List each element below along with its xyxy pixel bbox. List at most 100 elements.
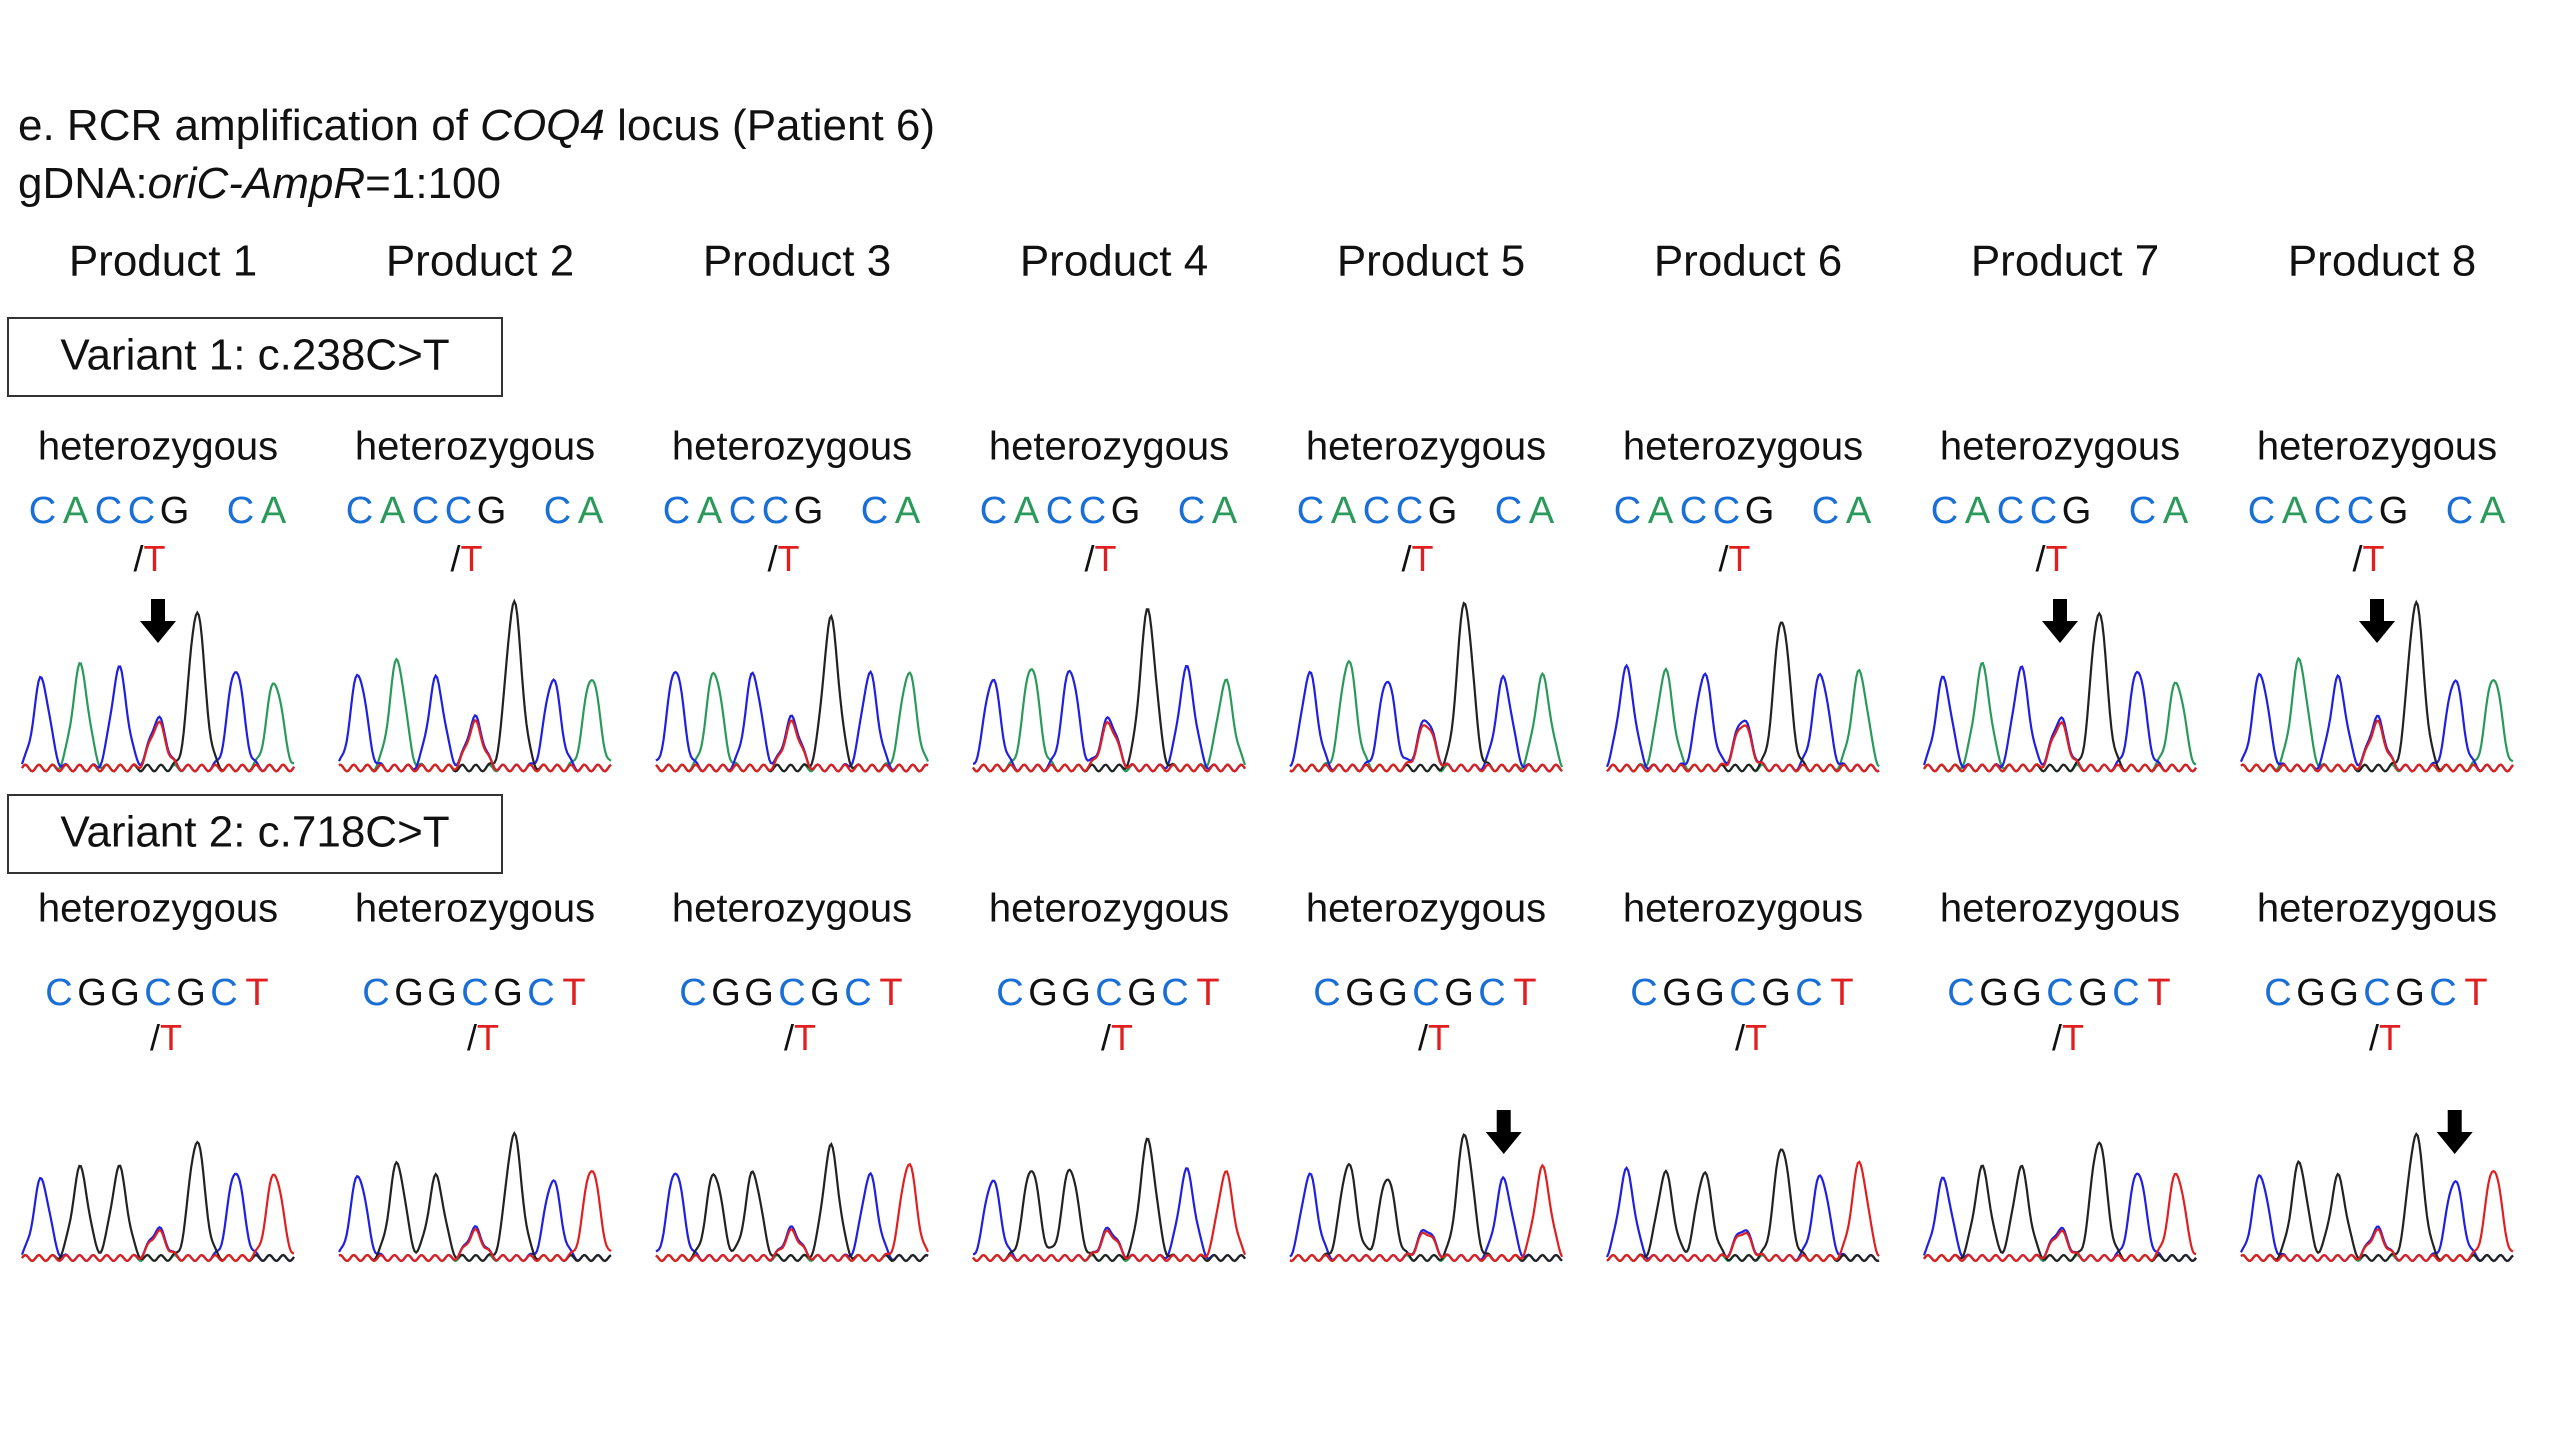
mutation-part: / [1101, 1017, 1111, 1058]
base-letter: A [1014, 490, 1040, 532]
base-letter: G [1028, 972, 1058, 1014]
base-letter: C [996, 972, 1023, 1014]
mutation-label: /T [150, 1017, 182, 1058]
trace [1923, 661, 2197, 773]
trace [1923, 1141, 2197, 1263]
trace [972, 720, 1246, 773]
arrow [2042, 599, 2078, 643]
mutation-label: /T [467, 1017, 499, 1058]
product-label: Product 7 [1971, 237, 2159, 286]
base-letter: C [210, 972, 237, 1014]
trace [1289, 601, 1563, 773]
base-letter: A [697, 490, 723, 532]
base-letter: C [1630, 972, 1657, 1014]
base-letter: C [729, 490, 756, 532]
base-letter: C [1079, 490, 1106, 532]
trace [338, 1170, 612, 1263]
base-letter: G [744, 972, 774, 1014]
variant-box [7, 794, 503, 874]
mutation-part: / [150, 1017, 160, 1058]
subtitle-text: gDNA: [18, 159, 148, 208]
base-letter: G [1061, 972, 1091, 1014]
mutation-part: T [2379, 1017, 2401, 1058]
mutation-part: / [133, 538, 143, 579]
variant-box [7, 317, 503, 397]
mutation-part: T [2046, 538, 2068, 579]
base-letter: G [1127, 972, 1157, 1014]
base-letter: C [762, 490, 789, 532]
trace [2240, 1169, 2514, 1262]
mutation-part: / [2052, 1017, 2062, 1058]
trace [972, 1167, 1246, 1263]
base-letter: C [2347, 490, 2374, 532]
mutation-part: / [1735, 1017, 1745, 1058]
base-letter: G [2078, 972, 2108, 1014]
base-letter: C [778, 972, 805, 1014]
mutation-part: T [2062, 1017, 2084, 1058]
base-letter: A [1648, 490, 1674, 532]
base-letter: C [362, 972, 389, 1014]
mutation-label: /T [133, 538, 165, 579]
zygosity: heterozygous [672, 887, 912, 931]
base-letter: G [176, 972, 206, 1014]
zygosity: heterozygous [672, 425, 912, 469]
trace [1289, 1163, 1564, 1263]
base-letter: T [1196, 972, 1219, 1014]
base-letter: G [493, 972, 523, 1014]
base-letter: G [2395, 972, 2425, 1014]
mutation-label: /T [2035, 538, 2067, 579]
base-letter: C [29, 490, 56, 532]
base-letter: C [1095, 972, 1122, 1014]
title-text: locus (Patient 6) [605, 101, 935, 150]
zygosity: heterozygous [989, 887, 1229, 931]
mutation-label: /T [784, 1017, 816, 1058]
base-letter: C [1812, 490, 1839, 532]
base-letter: C [1178, 490, 1205, 532]
trace [972, 1170, 1247, 1263]
mutation-part: / [2369, 1017, 2379, 1058]
base-letter: G [2062, 490, 2092, 532]
base-letter: G [427, 972, 457, 1014]
product-label: Product 6 [1654, 237, 1842, 286]
base-letter: C [980, 490, 1007, 532]
zygosity: heterozygous [1940, 425, 2180, 469]
base-letter: T [1830, 972, 1853, 1014]
base-letter: G [1695, 972, 1725, 1014]
base-letter: A [1846, 490, 1872, 532]
product-label: Product 2 [386, 237, 574, 286]
zygosity: heterozygous [1940, 887, 2180, 931]
mutation-label: /T [1718, 538, 1750, 579]
base-letter: C [1396, 490, 1423, 532]
zygosity: heterozygous [38, 887, 278, 931]
base-letter: A [1529, 490, 1555, 532]
mutation-part: / [784, 1017, 794, 1058]
base-letter: C [144, 972, 171, 1014]
mutation-label: /T [2052, 1017, 2084, 1058]
zygosity: heterozygous [38, 425, 278, 469]
zygosity: heterozygous [1306, 425, 1546, 469]
mutation-label: /T [2352, 538, 2384, 579]
base-letter: A [2480, 490, 2506, 532]
base-letter: G [110, 972, 140, 1014]
product-label: Product 1 [69, 237, 257, 286]
mutation-part: / [1401, 538, 1411, 579]
base-letter: C [95, 490, 122, 532]
base-letter: G [77, 972, 107, 1014]
trace [1289, 1133, 1563, 1263]
mutation-label: /T [450, 538, 482, 579]
mutation-part: T [1729, 538, 1751, 579]
base-letter: C [663, 490, 690, 532]
base-letter: T [245, 972, 268, 1014]
base-letter: C [45, 972, 72, 1014]
base-letter: C [227, 490, 254, 532]
trace [1289, 659, 1564, 773]
mutation-part: T [461, 538, 483, 579]
base-letter: G [2379, 490, 2409, 532]
subtitle-text: =1:100 [365, 159, 501, 208]
variant-label: Variant 1: c.238C>T [60, 331, 449, 380]
zygosity: heterozygous [355, 425, 595, 469]
base-letter: A [380, 490, 406, 532]
mutation-part: / [450, 538, 460, 579]
trace [1606, 621, 1880, 773]
base-letter: C [2248, 490, 2275, 532]
